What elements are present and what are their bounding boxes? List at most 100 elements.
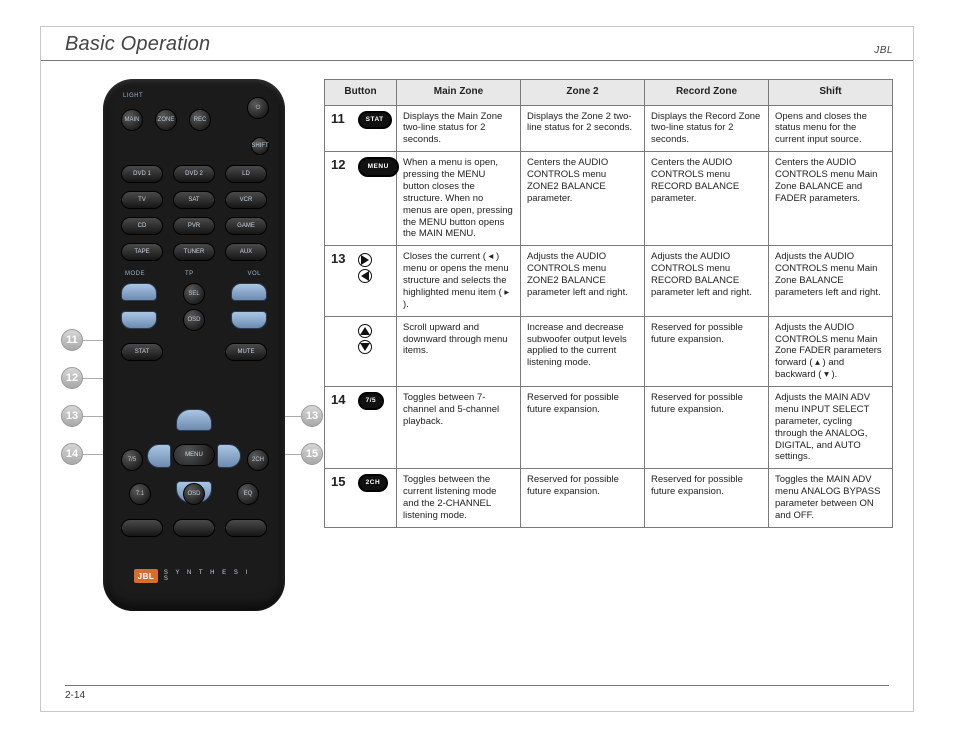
cell-record: Reserved for possible future expansion. — [645, 469, 769, 528]
cell-main: Toggles between 7-channel and 5-channel … — [397, 387, 521, 469]
vol-label: VOL — [247, 271, 261, 277]
callout-11: 11 — [61, 329, 83, 351]
light-label: LIGHT — [123, 93, 143, 99]
th-shift: Shift — [769, 80, 893, 106]
callout-13-right: 13 — [301, 405, 323, 427]
remote-aux1-btn: 7.1 — [129, 483, 151, 505]
src-tape: TAPE — [121, 243, 163, 261]
cell-button: 11 STAT — [325, 105, 397, 152]
remote-osd-btn: OSD — [183, 309, 205, 331]
vol-down-icon — [231, 311, 267, 329]
cell-shift: Centers the AUDIO CONTROLS menu Main Zon… — [769, 152, 893, 246]
cell-record: Reserved for possible future expansion. — [645, 387, 769, 469]
remote-mute-btn: MUTE — [225, 343, 267, 361]
arrow-left-icon — [147, 444, 171, 468]
src-dvd2: DVD 2 — [173, 165, 215, 183]
stat-icon: STAT — [358, 111, 392, 129]
remote-control: MAIN ZONE REC ⏻ SHIFT LIGHT DVD 1 DVD 2 … — [103, 79, 285, 611]
page-footer: 2-14 — [65, 685, 889, 701]
cell-main: Toggles between the current listening mo… — [397, 469, 521, 528]
arrow-right-icon — [217, 444, 241, 468]
page-title: Basic Operation — [65, 33, 210, 56]
tp-label: TP — [185, 271, 194, 277]
callout-12: 12 — [61, 367, 83, 389]
page-content: 11 12 13 14 13 15 MAIN ZONE REC ⏻ SHIFT … — [41, 61, 913, 621]
src-dvd1: DVD 1 — [121, 165, 163, 183]
table-row: 11 STAT Displays the Main Zone two-line … — [325, 105, 893, 152]
cell-record: Adjusts the AUDIO CONTROLS menu RECORD B… — [645, 246, 769, 316]
seven-five-icon: 7/5 — [358, 392, 385, 410]
cell-main: Scroll upward and downward through menu … — [397, 316, 521, 386]
src-tv: TV — [121, 191, 163, 209]
cell-button: 13 — [325, 246, 397, 316]
src-cd: CD — [121, 217, 163, 235]
remote-stat-btn: STAT — [121, 343, 163, 361]
manual-page: Basic Operation JBL 11 12 13 14 13 15 MA… — [40, 26, 914, 712]
page-header: Basic Operation JBL — [41, 27, 913, 61]
row-number: 11 — [331, 111, 351, 127]
remote-75-btn: 7/5 — [121, 449, 143, 471]
cell-zone2: Adjusts the AUDIO CONTROLS menu ZONE2 BA… — [521, 246, 645, 316]
cell-zone2: Displays the Zone 2 two-line status for … — [521, 105, 645, 152]
cell-shift: Adjusts the MAIN ADV menu INPUT SELECT p… — [769, 387, 893, 469]
row-number: 14 — [331, 392, 351, 408]
cell-button — [325, 316, 397, 386]
row-number: 15 — [331, 474, 351, 490]
remote-main-btn: MAIN — [121, 109, 143, 131]
src-sat: SAT — [173, 191, 215, 209]
th-zone2: Zone 2 — [521, 80, 645, 106]
table-row: 12 MENU When a menu is open, pressing th… — [325, 152, 893, 246]
cell-zone2: Reserved for possible future expansion. — [521, 469, 645, 528]
remote-row-a1 — [121, 519, 163, 537]
table-header-row: Button Main Zone Zone 2 Record Zone Shif… — [325, 80, 893, 106]
remote-select-btn: SEL — [183, 283, 205, 305]
mode-up-icon — [121, 283, 157, 301]
cell-main: When a menu is open, pressing the MENU b… — [397, 152, 521, 246]
cell-record: Displays the Record Zone two-line status… — [645, 105, 769, 152]
mode-down-icon — [121, 311, 157, 329]
jbl-logo: JBL — [134, 569, 158, 583]
th-main-zone: Main Zone — [397, 80, 521, 106]
remote-row-a3 — [225, 519, 267, 537]
cell-main: Displays the Main Zone two-line status f… — [397, 105, 521, 152]
cell-shift: Toggles the MAIN ADV menu ANALOG BYPASS … — [769, 469, 893, 528]
src-vcr: VCR — [225, 191, 267, 209]
cell-record: Reserved for possible future expansion. — [645, 316, 769, 386]
remote-aux2-btn: OSD — [183, 483, 205, 505]
callout-15: 15 — [301, 443, 323, 465]
vol-up-icon — [231, 283, 267, 301]
th-record: Record Zone — [645, 80, 769, 106]
button-reference-table-wrap: Button Main Zone Zone 2 Record Zone Shif… — [324, 79, 893, 611]
callout-13-left: 13 — [61, 405, 83, 427]
mode-label: MODE — [125, 271, 145, 277]
src-pvr: PVR — [173, 217, 215, 235]
cell-zone2: Increase and decrease subwoofer output l… — [521, 316, 645, 386]
left-right-arrow-icon — [358, 251, 372, 285]
up-down-arrow-icon — [358, 322, 372, 356]
remote-brand-badge: JBL S Y N T H E S I S — [134, 567, 254, 585]
synthesis-label: S Y N T H E S I S — [164, 570, 254, 582]
cell-button: 12 MENU — [325, 152, 397, 246]
cell-record: Centers the AUDIO CONTROLS menu RECORD B… — [645, 152, 769, 246]
cell-shift: Opens and closes the status menu for the… — [769, 105, 893, 152]
remote-menu-btn: MENU — [173, 444, 215, 466]
brand-label: JBL — [874, 45, 893, 56]
row-number: 12 — [331, 157, 351, 173]
remote-2ch-btn: 2CH — [247, 449, 269, 471]
table-row: 13 Closes the current ( ◂ ) menu or open… — [325, 246, 893, 316]
page-number: 2-14 — [65, 690, 85, 701]
remote-rec-btn: REC — [189, 109, 211, 131]
menu-icon: MENU — [358, 157, 399, 177]
src-game: GAME — [225, 217, 267, 235]
src-ld: LD — [225, 165, 267, 183]
row-number: 13 — [331, 251, 351, 267]
callout-14: 14 — [61, 443, 83, 465]
remote-row-a2 — [173, 519, 215, 537]
cell-button: 15 2CH — [325, 469, 397, 528]
src-tuner: TUNER — [173, 243, 215, 261]
remote-aux3-btn: EQ — [237, 483, 259, 505]
cell-shift: Adjusts the AUDIO CONTROLS menu Main Zon… — [769, 316, 893, 386]
table-row: 14 7/5 Toggles between 7-channel and 5-c… — [325, 387, 893, 469]
src-aux: AUX — [225, 243, 267, 261]
table-row: 15 2CH Toggles between the current liste… — [325, 469, 893, 528]
